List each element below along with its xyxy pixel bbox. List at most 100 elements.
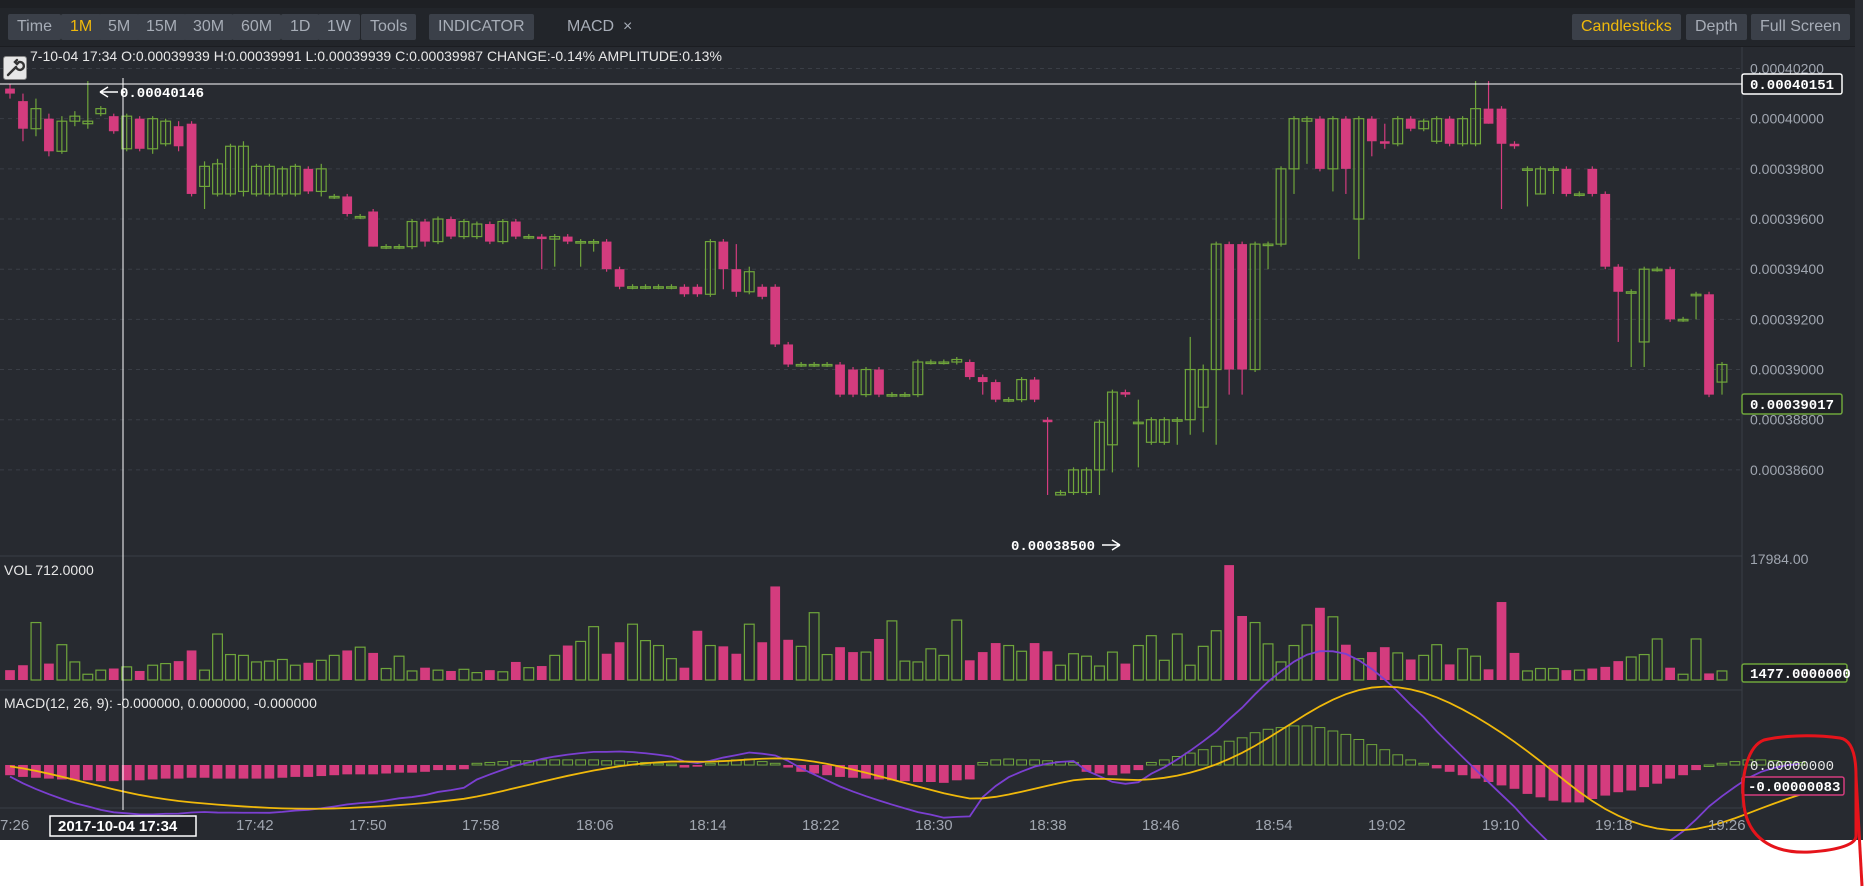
- interval-time-button[interactable]: Time: [8, 14, 61, 40]
- candle-body-up: [1068, 469, 1079, 494]
- chart-canvas[interactable]: VOL 712.0000 MACD(12, 26, 9): -0.000000,…: [0, 8, 1855, 840]
- volume-bar-up: [393, 655, 405, 681]
- volume-bar-down: [1379, 647, 1390, 680]
- macd-line: [9, 650, 1800, 840]
- candle-body-down: [977, 377, 988, 383]
- macd-histogram-bar: [977, 761, 989, 766]
- macd-histogram-bar: [1470, 765, 1481, 779]
- interval-60m-button[interactable]: 60M: [232, 14, 282, 40]
- macd-histogram-bar: [1288, 725, 1300, 766]
- macd-histogram-bar: [990, 759, 1002, 766]
- candle-body-up: [640, 286, 651, 289]
- window-top-strip: [0, 0, 1855, 8]
- macd-histogram-bar: [57, 765, 67, 780]
- interval-15m-button[interactable]: 15M: [137, 14, 187, 40]
- price-tick-label: 0.00039000: [1750, 362, 1824, 378]
- interval-1m-button[interactable]: 1M: [61, 14, 102, 40]
- volume-bar-down: [835, 647, 845, 680]
- volume-bar-up: [1106, 651, 1118, 681]
- candle-body-down: [1704, 294, 1714, 395]
- volume-bar-up: [1132, 644, 1144, 681]
- macd-histogram-bar: [1249, 732, 1261, 766]
- volume-bar-up: [432, 669, 444, 681]
- ohlc-info-line: 7-10-04 17:34 O:0.00039939 H:0.00039991 …: [30, 48, 722, 64]
- interval-5m-button[interactable]: 5M: [99, 14, 140, 40]
- candle-body-down: [1587, 168, 1598, 194]
- candle-body-up: [1275, 168, 1287, 245]
- candle-body-down: [536, 236, 547, 240]
- candle-body-down: [692, 286, 703, 295]
- macd-histogram-bar: [653, 762, 664, 766]
- candle-body-down: [485, 224, 495, 242]
- full-screen-button[interactable]: Full Screen: [1751, 14, 1850, 40]
- candle-body-down: [990, 382, 1001, 400]
- volume-bar-down: [303, 662, 314, 680]
- time-tick-label: 19:10: [1482, 817, 1520, 834]
- candle-body-down: [874, 369, 884, 395]
- candle-body-down: [173, 126, 184, 147]
- volume-bar-up: [588, 626, 600, 681]
- candle-body-up: [1093, 421, 1105, 471]
- wrench-icon[interactable]: [3, 56, 27, 80]
- volume-bar-up: [147, 664, 159, 681]
- candle-body-up: [1457, 118, 1469, 145]
- depth-button[interactable]: Depth: [1686, 14, 1747, 40]
- macd-histogram-bar: [264, 765, 275, 779]
- candle-body-up: [82, 120, 94, 125]
- macd-indicator-tag[interactable]: MACD: [567, 18, 615, 35]
- volume-bar-up: [860, 651, 872, 681]
- macd-histogram-bar: [1314, 727, 1326, 766]
- volume-bar-up: [289, 664, 301, 681]
- macd-histogram-bar: [1158, 759, 1170, 766]
- close-indicator-icon[interactable]: ×: [623, 18, 633, 35]
- crosshair-time-label: 2017-10-04 17:34: [58, 818, 178, 835]
- volume-bar-down: [1587, 668, 1598, 680]
- candle-body-up: [121, 115, 133, 150]
- candle-body-up: [1106, 391, 1118, 446]
- interval-1w-button[interactable]: 1W: [318, 14, 360, 40]
- candle-body-up: [704, 241, 716, 295]
- candle-body-up: [225, 145, 236, 195]
- candle-body-up: [30, 108, 42, 130]
- candle-body-up: [808, 363, 820, 367]
- volume-bar-up: [1651, 638, 1663, 681]
- candle-body-down: [186, 123, 197, 194]
- candle-body-down: [446, 219, 456, 237]
- tools-button[interactable]: Tools: [361, 14, 417, 40]
- volume-bar-down: [692, 630, 703, 680]
- macd-histogram-bar: [1366, 744, 1378, 766]
- candle-body-down: [44, 118, 54, 152]
- macd-histogram-bar: [925, 765, 936, 782]
- macd-histogram-bar: [484, 761, 496, 766]
- macd-histogram-bar: [822, 765, 832, 776]
- macd-histogram-bar: [1418, 762, 1430, 766]
- volume-bar-down: [1613, 661, 1624, 680]
- volume-bar-up: [1638, 653, 1650, 681]
- indicator-button[interactable]: INDICATOR: [429, 14, 534, 40]
- interval-30m-button[interactable]: 30M: [184, 14, 234, 40]
- chart-toolbar: Time 1M 5M 15M 30M 60M 1D 1W Tools INDIC…: [0, 8, 1855, 47]
- axes: 0.00040200 0.00040000 0.00039800 0.00039600…: [0, 46, 1851, 834]
- macd-histogram-bar: [536, 759, 548, 766]
- volume-bar-up: [69, 661, 81, 681]
- candle-body-down: [1444, 118, 1455, 144]
- volume-bar-up: [380, 667, 392, 681]
- volume-bar-up: [1327, 616, 1339, 681]
- macd-histogram-bar: [1639, 765, 1650, 788]
- price-tick-label: 0.00039400: [1750, 261, 1824, 277]
- interval-1d-button[interactable]: 1D: [281, 14, 320, 40]
- candlesticks-button[interactable]: Candlesticks: [1572, 14, 1681, 40]
- macd-series: MACD(12, 26, 9): -0.000000, 0.000000, -0…: [4, 650, 1806, 840]
- macd-histogram-bar: [562, 759, 574, 766]
- volume-bar-up: [237, 654, 249, 681]
- volume-bar-up: [1418, 654, 1430, 681]
- macd-histogram-bar: [679, 765, 690, 768]
- macd-histogram-bar: [1327, 730, 1339, 766]
- macd-histogram-bar: [18, 765, 28, 777]
- macd-histogram-bar: [1003, 758, 1015, 766]
- volume-bar-up: [951, 619, 963, 681]
- candle-body-down: [342, 196, 353, 215]
- candle-body-up: [1055, 491, 1067, 496]
- volume-bar-down: [1405, 659, 1416, 680]
- volume-max-tick: 17984.00: [1750, 551, 1809, 567]
